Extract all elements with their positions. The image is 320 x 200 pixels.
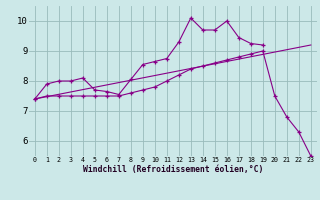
X-axis label: Windchill (Refroidissement éolien,°C): Windchill (Refroidissement éolien,°C) [83,165,263,174]
